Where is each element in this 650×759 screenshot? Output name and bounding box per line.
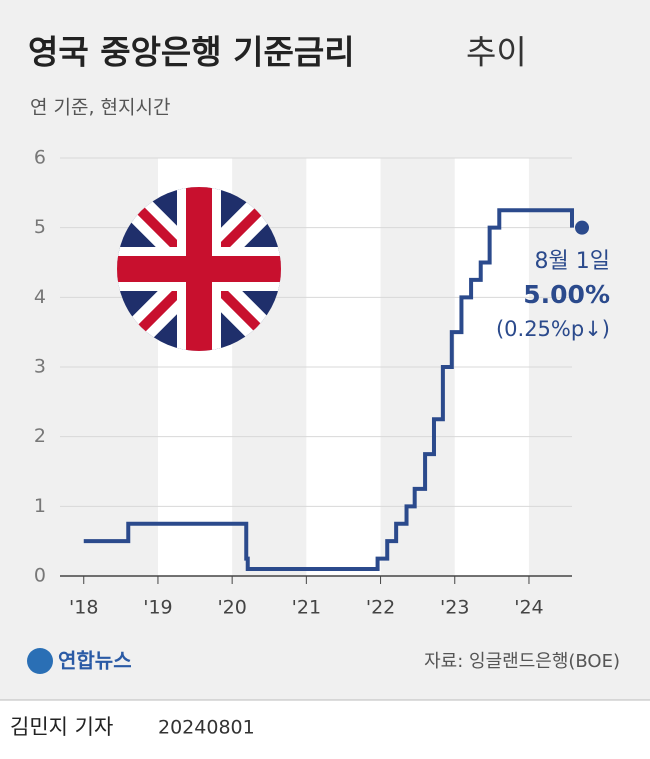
x-tick-label: '24 [514,597,543,619]
logo-icon [27,648,53,674]
y-tick-label: 6 [34,147,46,169]
y-tick-label: 2 [34,425,46,447]
author: 김민지 기자 [10,715,113,739]
annotation: 5.00% [523,280,610,309]
x-tick-label: '18 [69,597,98,619]
rate-line [83,208,574,572]
subtitle: 연 기준, 현지시간 [30,97,170,119]
chart-title-suffix: 추이 [466,33,527,72]
chart-title: 영국 중앙은행 기준금리 [28,33,355,72]
y-tick-label: 1 [34,495,46,517]
y-tick-label: 3 [34,356,46,378]
x-tick-label: '21 [292,597,321,619]
y-tick-label: 5 [34,216,46,238]
x-tick-label: '20 [217,597,246,619]
x-tick-label: '22 [366,597,395,619]
logo: 연합뉴스 [58,649,132,673]
y-tick-label: 4 [34,286,46,308]
annotation: (0.25%p↓) [496,317,610,341]
x-tick-label: '19 [143,597,172,619]
end-point [575,220,589,235]
y-tick-label: 0 [34,565,46,587]
x-tick-label: '23 [440,597,469,619]
annotation: 8월 1일 [535,249,610,274]
date: 20240801 [158,717,255,739]
source: 자료: 잉글랜드은행(BOE) [424,651,620,672]
